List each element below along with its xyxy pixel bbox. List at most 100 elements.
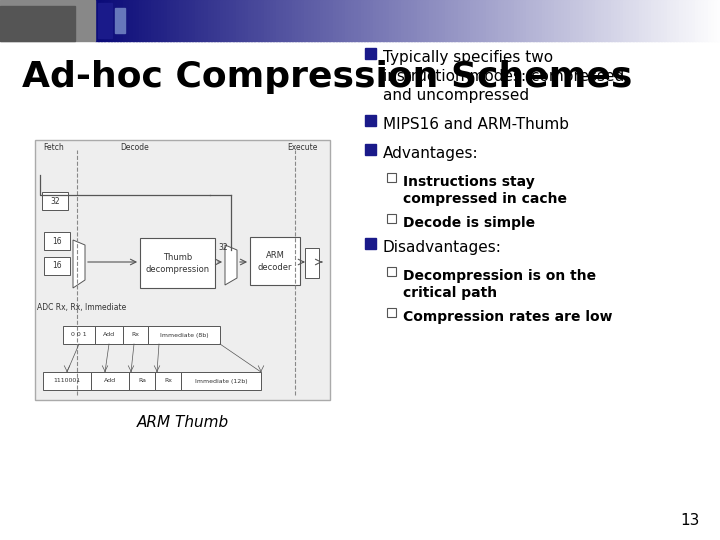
- Bar: [367, 0, 371, 40]
- Bar: [161, 0, 165, 40]
- Bar: [301, 0, 305, 40]
- Bar: [198, 0, 202, 40]
- Bar: [514, 0, 518, 40]
- Bar: [95, 326, 123, 344]
- Bar: [510, 0, 515, 40]
- Bar: [351, 0, 356, 40]
- Text: Disadvantages:: Disadvantages:: [383, 240, 502, 255]
- Bar: [123, 0, 127, 40]
- Bar: [410, 0, 415, 40]
- Bar: [642, 0, 646, 40]
- Bar: [629, 0, 634, 40]
- Bar: [44, 232, 70, 250]
- Bar: [148, 326, 220, 344]
- Bar: [273, 0, 277, 40]
- Bar: [217, 0, 221, 40]
- Bar: [529, 0, 534, 40]
- Bar: [43, 372, 91, 390]
- Bar: [235, 0, 240, 40]
- Bar: [657, 0, 662, 40]
- Text: Decode is simple: Decode is simple: [403, 216, 535, 230]
- Bar: [692, 0, 696, 40]
- Bar: [373, 0, 377, 40]
- Bar: [433, 0, 436, 40]
- Bar: [126, 0, 130, 40]
- Bar: [517, 0, 521, 40]
- Bar: [226, 0, 230, 40]
- Bar: [42, 192, 68, 210]
- Bar: [130, 0, 133, 40]
- Text: Fetch: Fetch: [43, 143, 64, 152]
- Bar: [585, 0, 590, 40]
- Bar: [104, 0, 109, 40]
- Bar: [292, 0, 296, 40]
- Bar: [310, 0, 315, 40]
- Bar: [358, 0, 361, 40]
- Bar: [139, 0, 143, 40]
- Bar: [639, 0, 643, 40]
- Bar: [545, 0, 549, 40]
- Bar: [295, 0, 299, 40]
- Bar: [536, 0, 540, 40]
- Bar: [533, 0, 536, 40]
- Text: Ra: Ra: [138, 379, 146, 383]
- Bar: [0, 0, 95, 40]
- Polygon shape: [73, 240, 85, 288]
- Bar: [542, 0, 546, 40]
- Bar: [617, 0, 621, 40]
- Text: ARM: ARM: [266, 251, 284, 260]
- Bar: [680, 0, 683, 40]
- Text: Immediate (12b): Immediate (12b): [194, 379, 247, 383]
- Text: Add: Add: [103, 333, 115, 338]
- Text: Rx: Rx: [132, 333, 140, 338]
- Bar: [608, 0, 611, 40]
- Bar: [289, 0, 293, 40]
- Text: ADC Rx, Rx, Immediate: ADC Rx, Rx, Immediate: [37, 303, 126, 312]
- Bar: [673, 0, 678, 40]
- Bar: [282, 0, 287, 40]
- Bar: [654, 0, 659, 40]
- Bar: [365, 48, 376, 59]
- Bar: [167, 0, 171, 40]
- Bar: [405, 0, 408, 40]
- Text: Decode: Decode: [121, 143, 149, 152]
- Bar: [401, 0, 405, 40]
- Bar: [457, 0, 462, 40]
- Bar: [498, 0, 503, 40]
- Bar: [448, 0, 452, 40]
- Text: Typically specifies two: Typically specifies two: [383, 50, 553, 65]
- Bar: [298, 0, 302, 40]
- Bar: [592, 0, 596, 40]
- Bar: [557, 0, 562, 40]
- Bar: [595, 0, 599, 40]
- Bar: [701, 0, 706, 40]
- Bar: [102, 0, 105, 40]
- Bar: [704, 0, 708, 40]
- Bar: [314, 0, 318, 40]
- Bar: [239, 0, 243, 40]
- Bar: [207, 0, 212, 40]
- Text: Immediate (8b): Immediate (8b): [160, 333, 208, 338]
- Bar: [626, 0, 631, 40]
- Bar: [386, 0, 390, 40]
- Bar: [250, 237, 300, 285]
- Bar: [211, 0, 215, 40]
- Bar: [329, 0, 333, 40]
- Bar: [461, 0, 464, 40]
- Bar: [570, 0, 574, 40]
- Bar: [589, 0, 593, 40]
- Bar: [230, 0, 233, 40]
- Bar: [173, 0, 177, 40]
- Bar: [135, 0, 140, 40]
- Bar: [387, 267, 396, 276]
- Bar: [326, 0, 330, 40]
- Bar: [387, 214, 396, 223]
- Bar: [387, 308, 396, 317]
- Text: 0 0 1: 0 0 1: [71, 333, 87, 338]
- Bar: [683, 0, 687, 40]
- Text: 32: 32: [50, 197, 60, 206]
- Bar: [115, 8, 125, 32]
- Bar: [361, 0, 365, 40]
- Bar: [667, 0, 671, 40]
- Bar: [148, 0, 152, 40]
